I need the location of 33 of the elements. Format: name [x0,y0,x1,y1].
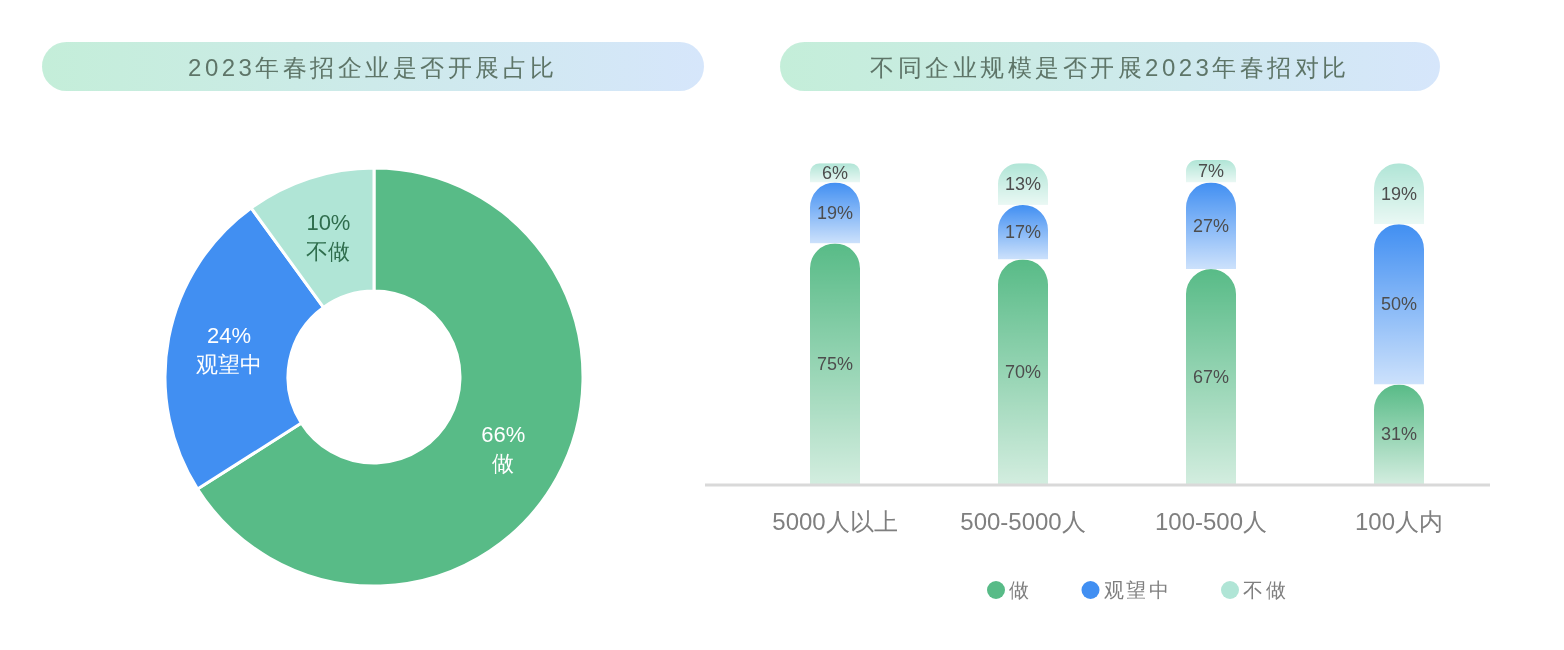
data-label: 75% [816,353,854,374]
x-tick-label: 100人内 [1354,507,1444,535]
x-tick-label: 500-5000人 [960,507,1086,535]
bar [1186,182,1236,270]
x-tick-label: 5000人以上 [772,507,898,535]
x-tick-label: 100-500人 [1154,507,1268,535]
data-label: 66% [481,421,526,447]
chart-title: 2023年春招企业是否开展占比 [188,53,558,81]
legend-label: 观望中 [1103,579,1171,601]
slice-label: 做 [492,450,515,476]
data-label: 13% [1004,174,1042,195]
data-label: 6% [821,162,849,183]
legend-label: 不做 [1243,579,1288,601]
bar [1374,224,1424,385]
bar [1374,384,1424,484]
slice-label: 不做 [306,239,351,265]
bar [810,243,860,484]
bar [1186,269,1236,484]
data-label: 27% [1192,215,1230,236]
chart-title: 不同企业规模是否开展2023年春招对比 [870,53,1350,81]
data-label: 24% [207,322,252,348]
data-label: 70% [1004,361,1042,382]
data-label: 50% [1380,294,1418,315]
slice-label: 观望中 [196,351,263,377]
bar [998,259,1048,484]
data-label: 31% [1380,424,1418,445]
data-label: 19% [816,202,854,223]
data-label: 67% [1192,366,1230,387]
data-label: 10% [306,210,351,236]
data-label: 19% [1380,183,1418,204]
data-label: 17% [1004,222,1042,243]
data-label: 7% [1197,161,1225,182]
legend-label: 做 [1009,579,1032,601]
